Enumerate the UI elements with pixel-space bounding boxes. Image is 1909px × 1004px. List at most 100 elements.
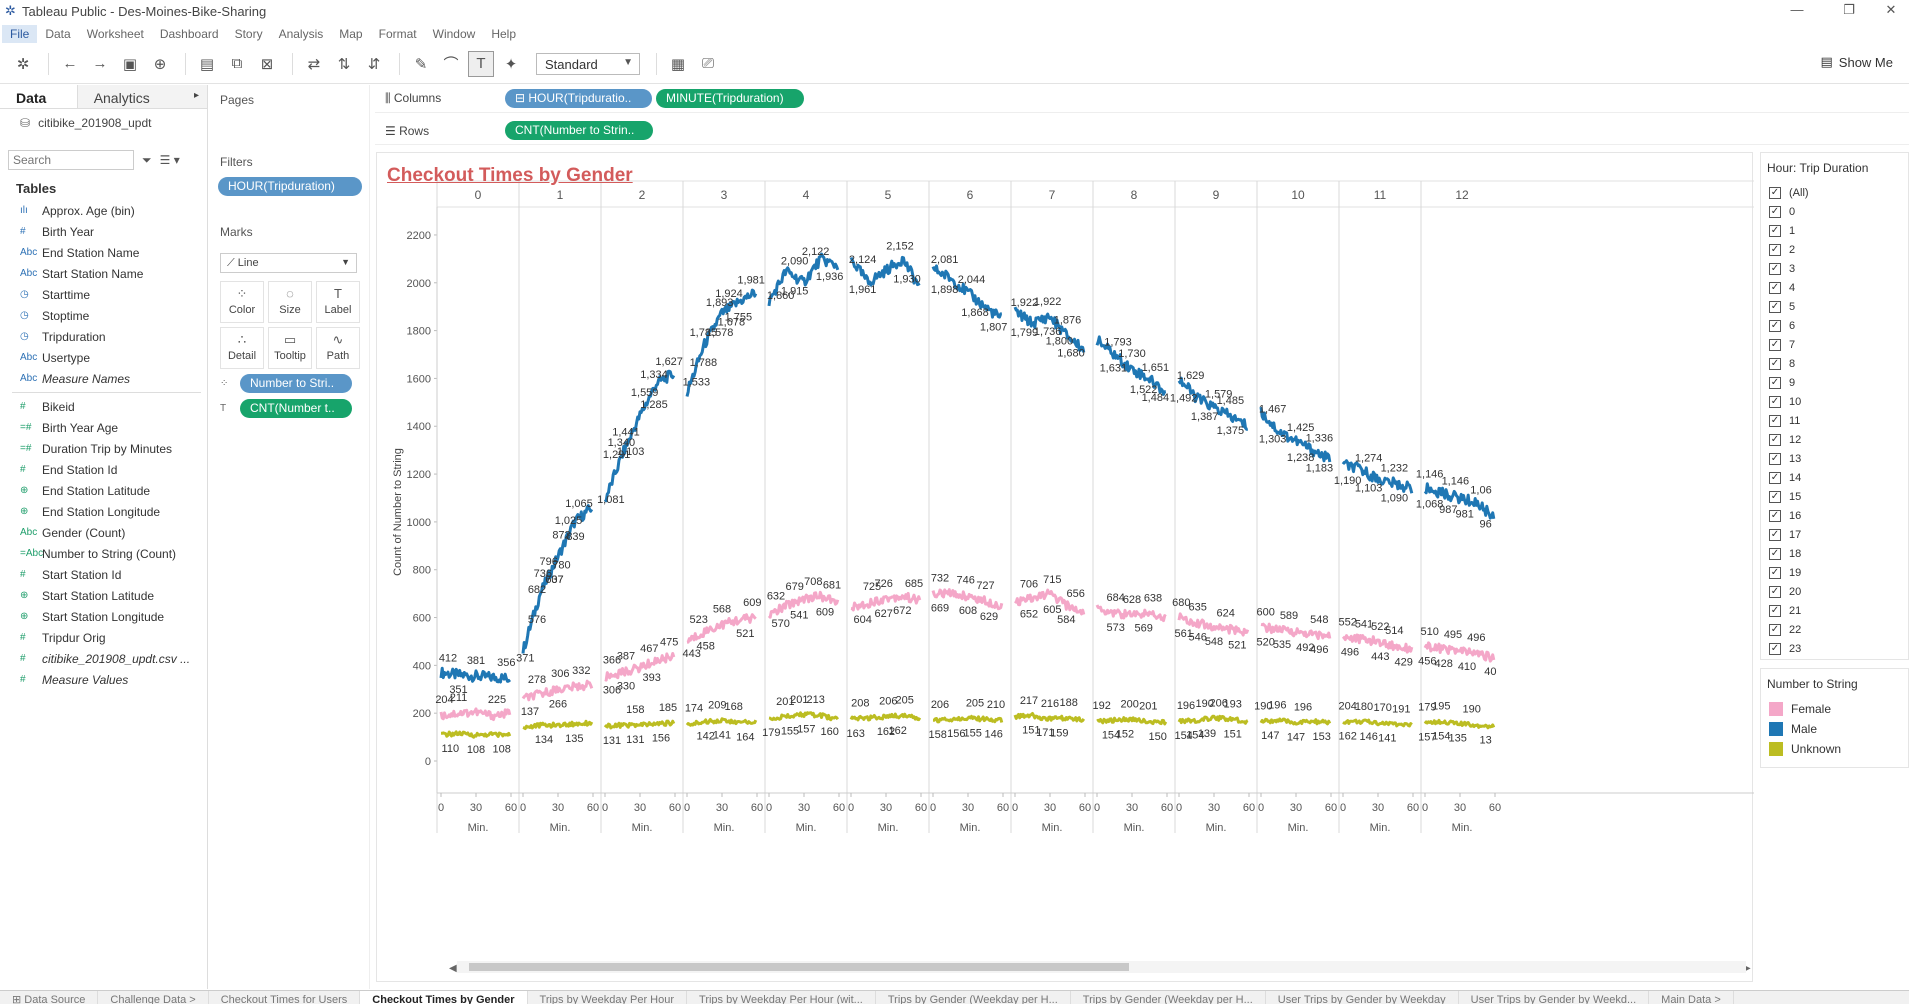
checkbox-checked-icon[interactable]: ✓: [1769, 471, 1781, 484]
field-end-station-latitude[interactable]: ⊕ End Station Latitude: [0, 480, 207, 501]
menu-worksheet[interactable]: Worksheet: [86, 27, 144, 41]
minimize-button[interactable]: —: [1790, 2, 1804, 17]
hour-filter-item[interactable]: ✓ 4: [1761, 278, 1908, 297]
filter-fields-icon[interactable]: ⏷: [142, 152, 152, 167]
field-tripduration[interactable]: ◷ Tripduration: [0, 326, 207, 347]
series-line-unknown-hour-11[interactable]: [1342, 718, 1413, 728]
sort-ascending-icon[interactable]: ⇅: [337, 55, 351, 73]
sheet-tab-user-trips-by-gender-by-weekday[interactable]: User Trips by Gender by Weekday: [1266, 991, 1459, 1004]
menu-data[interactable]: Data: [45, 27, 71, 41]
field-measure-values[interactable]: # Measure Values: [0, 669, 207, 690]
hour-filter-item[interactable]: ✓ 20: [1761, 582, 1908, 601]
series-line-female-hour-5[interactable]: [850, 591, 922, 612]
search-input[interactable]: [8, 150, 134, 170]
series-line-female-hour-2[interactable]: [604, 652, 676, 682]
checkbox-checked-icon[interactable]: ✓: [1769, 623, 1781, 636]
tab-analytics[interactable]: Analytics ▸: [77, 85, 207, 108]
checkbox-checked-icon[interactable]: ✓: [1769, 528, 1781, 541]
series-line-female-hour-0[interactable]: [439, 707, 512, 722]
hour-filter-item[interactable]: ✓ 10: [1761, 392, 1908, 411]
series-line-female-hour-4[interactable]: [767, 590, 840, 619]
checkbox-checked-icon[interactable]: ✓: [1769, 338, 1781, 351]
series-line-male-hour-7[interactable]: [1013, 306, 1086, 353]
menu-analysis[interactable]: Analysis: [278, 27, 324, 41]
color-mark-button[interactable]: ⁘ Color: [220, 281, 264, 323]
series-line-male-hour-11[interactable]: [1341, 459, 1414, 494]
show-me-button[interactable]: ▤ Show Me: [1821, 54, 1894, 70]
viz-title[interactable]: Checkout Times by Gender: [387, 165, 633, 186]
series-line-male-hour-0[interactable]: [439, 666, 512, 684]
hour-filter-item[interactable]: ✓ 7: [1761, 335, 1908, 354]
checkbox-checked-icon[interactable]: ✓: [1769, 300, 1781, 313]
field-bikeid[interactable]: # Bikeid: [0, 396, 207, 417]
series-line-unknown-hour-7[interactable]: [1013, 712, 1086, 723]
hour-filter-item[interactable]: ✓ 17: [1761, 525, 1908, 544]
field-end-station-id[interactable]: # End Station Id: [0, 459, 207, 480]
field-usertype[interactable]: Abc Usertype: [0, 347, 207, 368]
hour-filter-item[interactable]: ✓ 22: [1761, 620, 1908, 639]
hour-filter-item[interactable]: ✓ 11: [1761, 411, 1908, 430]
series-line-unknown-hour-12[interactable]: [1423, 718, 1496, 730]
fix-axes-icon[interactable]: ✦: [504, 55, 518, 73]
tooltip-mark-button[interactable]: ▭ Tooltip: [268, 327, 312, 369]
checkbox-checked-icon[interactable]: ✓: [1769, 395, 1781, 408]
series-line-male-hour-1[interactable]: [521, 504, 594, 654]
tab-data[interactable]: Data: [0, 85, 78, 108]
field-number-to-string-count[interactable]: =Abc Number to String (Count): [0, 543, 207, 564]
hour-filter-item[interactable]: ✓ 12: [1761, 430, 1908, 449]
checkbox-checked-icon[interactable]: ✓: [1769, 262, 1781, 275]
field-gender-count[interactable]: Abc Gender (Count): [0, 522, 207, 543]
sheet-tab-checkout-times-for-users[interactable]: Checkout Times for Users: [209, 991, 361, 1004]
swap-icon[interactable]: ⇄: [307, 55, 321, 73]
series-line-unknown-hour-6[interactable]: [932, 714, 1004, 724]
filter-pill-hour[interactable]: HOUR(Tripduration): [218, 177, 362, 196]
sheet-tab-trips-by-weekday-per-hour[interactable]: Trips by Weekday Per Hour: [528, 991, 688, 1004]
series-line-male-hour-4[interactable]: [767, 252, 840, 307]
hour-filter-item[interactable]: ✓ 14: [1761, 468, 1908, 487]
tableau-start-icon[interactable]: ✲: [16, 55, 30, 73]
hour-filter-item[interactable]: ✓ (All): [1761, 183, 1908, 202]
series-line-female-hour-9[interactable]: [1177, 612, 1250, 637]
series-line-female-hour-6[interactable]: [931, 588, 1004, 611]
field-stoptime[interactable]: ◷ Stoptime: [0, 305, 207, 326]
series-line-female-hour-8[interactable]: [1095, 604, 1167, 623]
menu-story[interactable]: Story: [234, 27, 263, 41]
scrollbar-thumb[interactable]: [469, 963, 1129, 971]
clear-sheet-icon[interactable]: ⊠: [260, 55, 274, 73]
checkbox-checked-icon[interactable]: ✓: [1769, 433, 1781, 446]
series-line-unknown-hour-0[interactable]: [440, 730, 512, 739]
legend-item-unknown[interactable]: Unknown: [1761, 739, 1908, 759]
fit-select[interactable]: Standard ▼: [536, 52, 640, 75]
series-line-female-hour-3[interactable]: [686, 613, 757, 644]
hour-filter-item[interactable]: ✓ 21: [1761, 601, 1908, 620]
horizontal-scrollbar[interactable]: [457, 961, 1746, 973]
hour-filter-item[interactable]: ✓ 15: [1761, 487, 1908, 506]
sheet-tab-user-trips-by-gender-by-weekd[interactable]: User Trips by Gender by Weekd...: [1459, 991, 1650, 1004]
show-cards-icon[interactable]: ▦: [670, 55, 686, 73]
field-start-station-longitude[interactable]: ⊕ Start Station Longitude: [0, 606, 207, 627]
group-icon[interactable]: ⌒: [443, 56, 459, 73]
hour-filter-item[interactable]: ✓ 3: [1761, 259, 1908, 278]
series-line-female-hour-1[interactable]: [521, 679, 594, 702]
series-line-male-hour-8[interactable]: [1095, 335, 1167, 396]
columns-pill-hour[interactable]: ⊟ HOUR(Tripduratio..: [505, 89, 652, 108]
series-line-female-hour-7[interactable]: [1013, 588, 1086, 616]
checkbox-checked-icon[interactable]: ✓: [1769, 642, 1781, 655]
scroll-left-icon[interactable]: ◀: [449, 963, 457, 974]
hour-filter-item[interactable]: ✓ 16: [1761, 506, 1908, 525]
line-chart[interactable]: 0 1 2 3 4 5 6 7 8 9 10 11 12020040060080010001200140…: [377, 153, 1754, 983]
close-button[interactable]: ✕: [1885, 2, 1897, 17]
detail-mark-button[interactable]: ∴ Detail: [220, 327, 264, 369]
series-line-unknown-hour-1[interactable]: [522, 719, 594, 730]
checkbox-checked-icon[interactable]: ✓: [1769, 566, 1781, 579]
mark-pill-color[interactable]: Number to Stri..: [240, 374, 352, 393]
checkbox-checked-icon[interactable]: ✓: [1769, 243, 1781, 256]
series-line-male-hour-5[interactable]: [849, 255, 921, 287]
size-mark-button[interactable]: ◌ Size: [268, 281, 312, 323]
hour-filter-item[interactable]: ✓ 2: [1761, 240, 1908, 259]
series-line-unknown-hour-2[interactable]: [603, 719, 676, 730]
series-line-male-hour-6[interactable]: [931, 264, 1003, 319]
checkbox-checked-icon[interactable]: ✓: [1769, 376, 1781, 389]
checkbox-checked-icon[interactable]: ✓: [1769, 509, 1781, 522]
label-mark-button[interactable]: T Label: [316, 281, 360, 323]
